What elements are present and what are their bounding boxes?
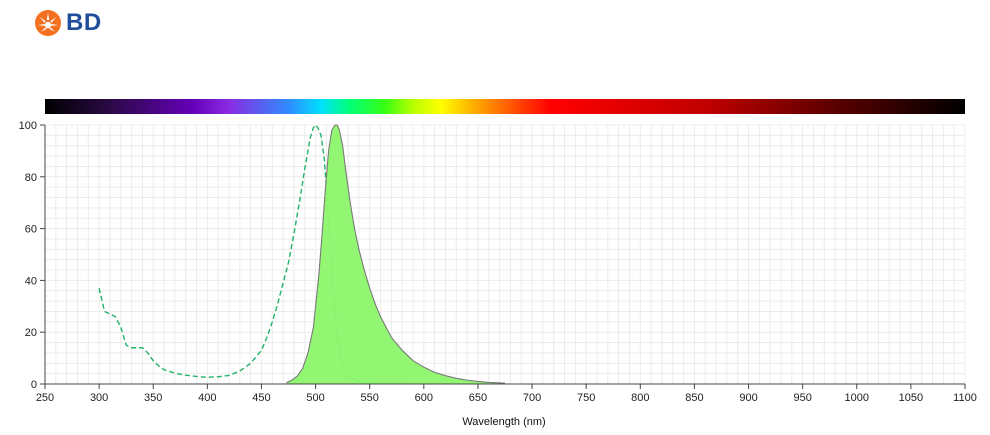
logo-text: BD bbox=[66, 9, 102, 36]
y-tick-label: 20 bbox=[25, 327, 37, 339]
emission-area bbox=[286, 125, 505, 384]
x-tick-label: 400 bbox=[198, 392, 216, 404]
x-tick-label: 1000 bbox=[845, 392, 869, 404]
bd-burst-logo-icon bbox=[35, 10, 61, 36]
x-tick-label: 450 bbox=[252, 392, 270, 404]
x-tick-label: 300 bbox=[90, 392, 108, 404]
x-tick-label: 500 bbox=[306, 392, 324, 404]
x-tick-label: 350 bbox=[144, 392, 162, 404]
x-tick-label: 850 bbox=[685, 392, 703, 404]
chart-grid bbox=[44, 124, 966, 385]
x-tick-label: 700 bbox=[523, 392, 541, 404]
y-tick-label: 40 bbox=[25, 275, 37, 287]
chart-series bbox=[98, 123, 506, 385]
x-tick-label: 1050 bbox=[899, 392, 923, 404]
y-tick-label: 60 bbox=[25, 224, 37, 236]
y-tick-label: 80 bbox=[25, 172, 37, 184]
chart-axes: 250 300 350 400 450 500 550 600 650 700 750 800 850 9… bbox=[19, 120, 977, 404]
x-tick-label: 900 bbox=[739, 392, 757, 404]
x-tick-label: 750 bbox=[577, 392, 595, 404]
x-tick-label: 550 bbox=[361, 392, 379, 404]
x-tick-label: 800 bbox=[631, 392, 649, 404]
x-tick-label: 600 bbox=[415, 392, 433, 404]
spectrum-color-bar bbox=[45, 99, 965, 114]
x-tick-label: 1100 bbox=[953, 392, 977, 404]
emission-outline bbox=[286, 124, 506, 384]
excitation-line bbox=[98, 123, 403, 385]
x-axis-title: Wavelength (nm) bbox=[462, 416, 545, 428]
x-tick-label: 950 bbox=[793, 392, 811, 404]
bd-logo[interactable]: BD bbox=[34, 8, 102, 38]
y-tick-label: 0 bbox=[31, 379, 37, 391]
x-tick-label: 250 bbox=[36, 392, 54, 404]
y-tick-label: 100 bbox=[19, 120, 37, 132]
x-tick-label: 650 bbox=[469, 392, 487, 404]
